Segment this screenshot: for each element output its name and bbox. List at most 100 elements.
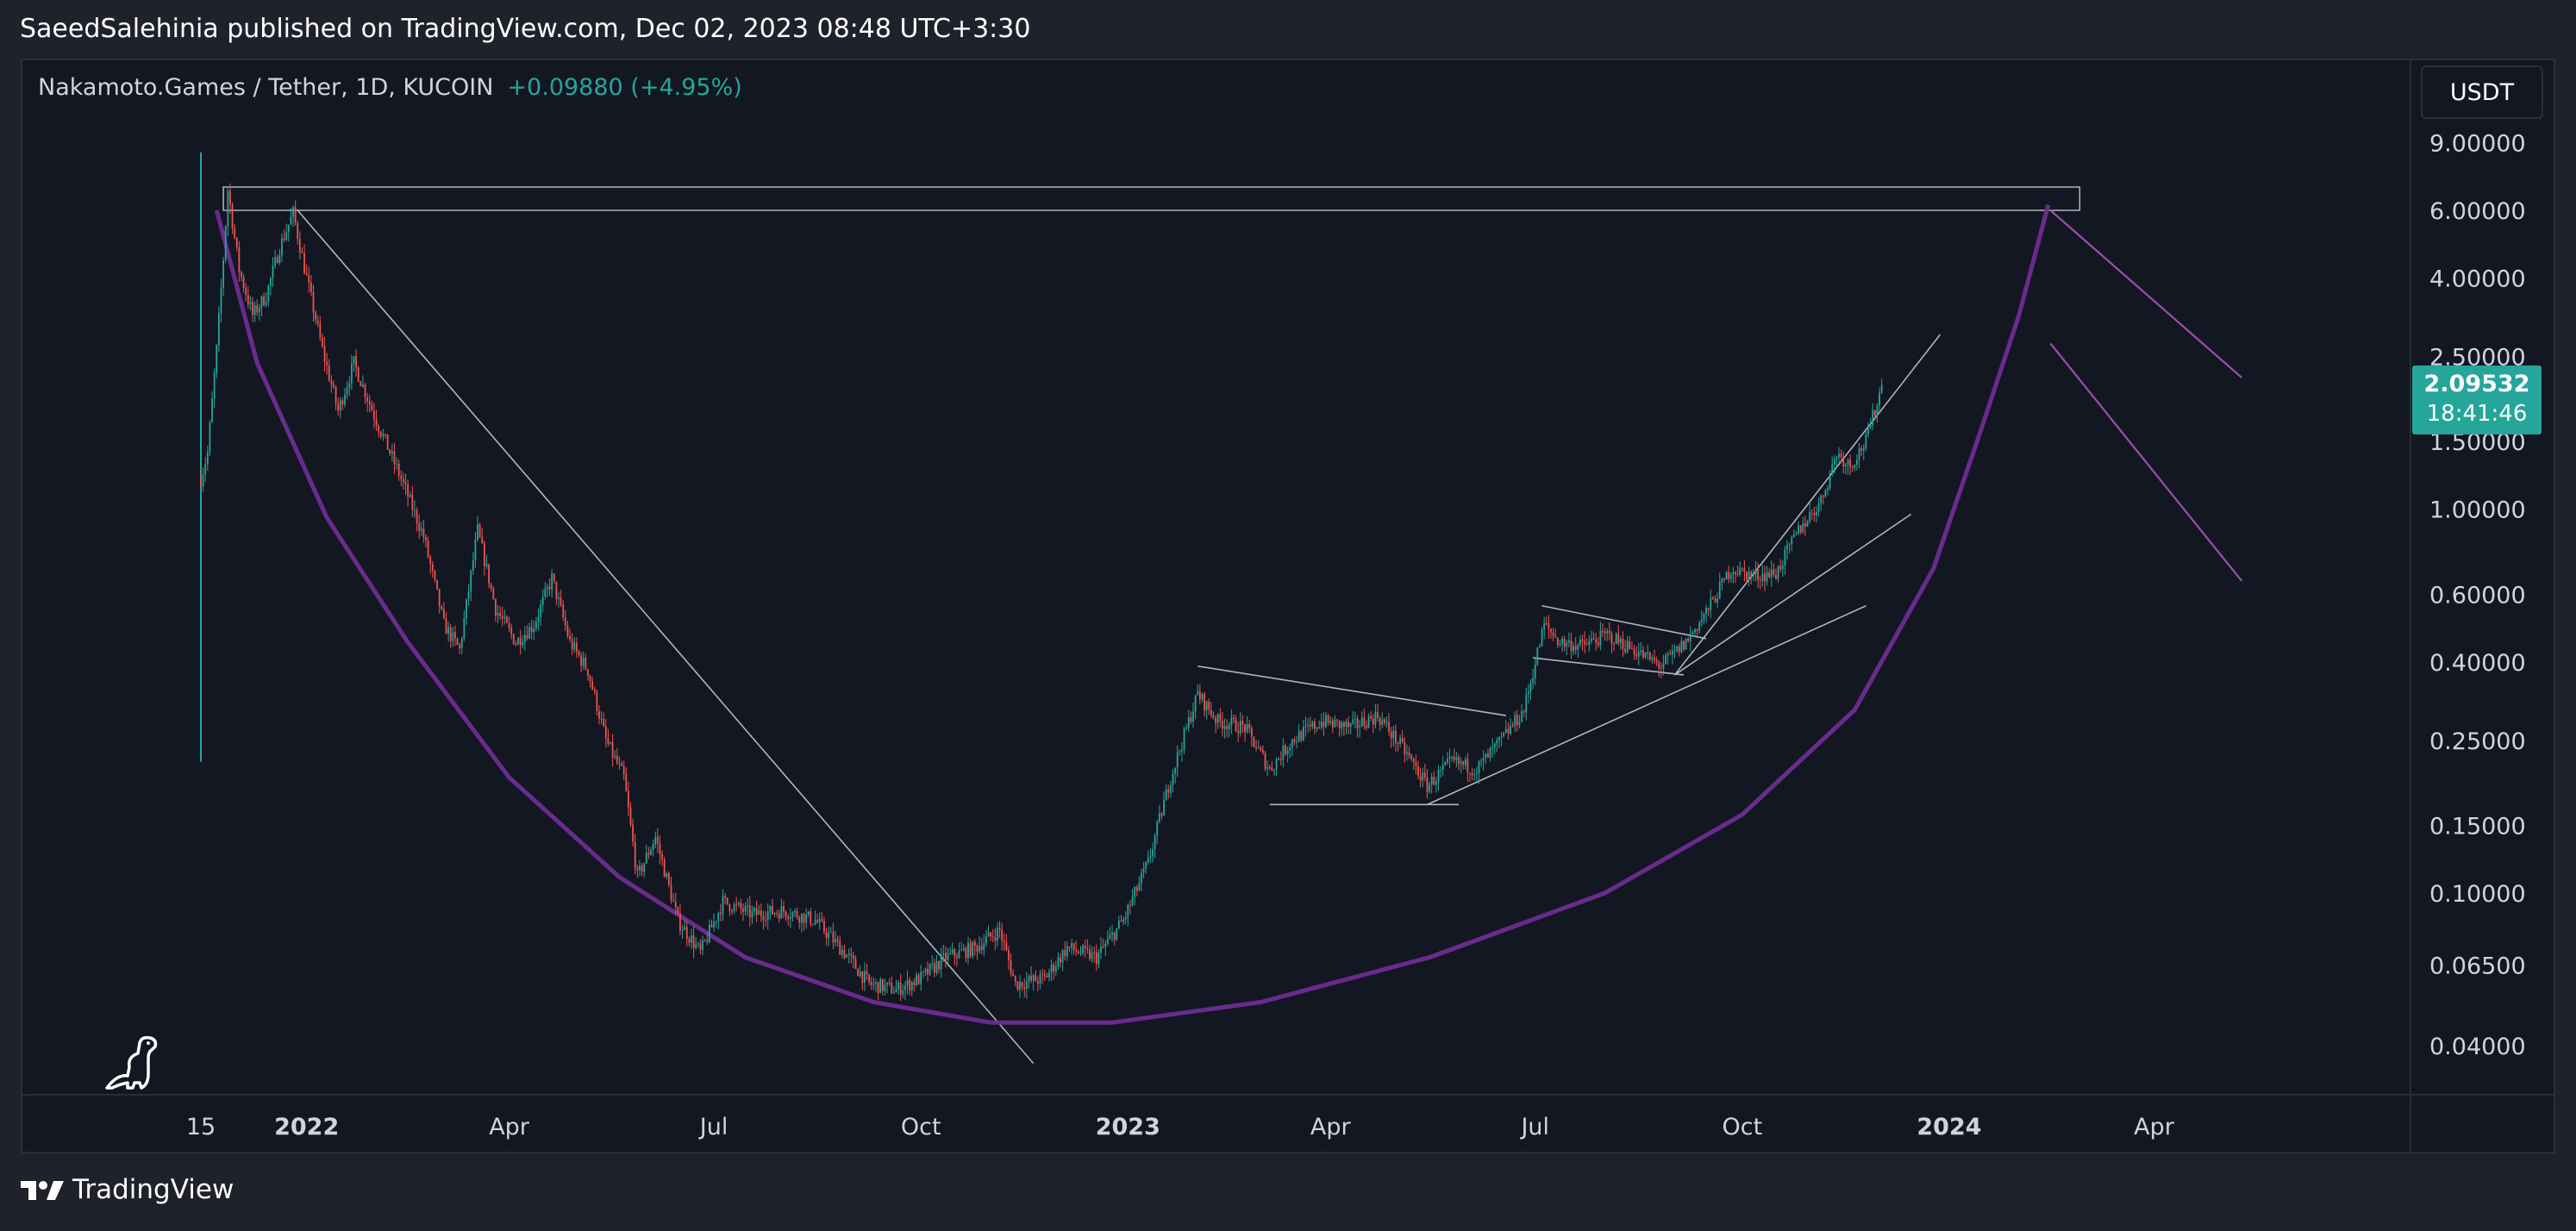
candle-body: [897, 982, 899, 990]
target-line-lower: [2049, 342, 2243, 582]
candle-body: [1314, 722, 1316, 729]
candle-body: [1331, 721, 1334, 728]
brand-footer[interactable]: TradingView: [19, 1174, 234, 1205]
candle-body: [1032, 975, 1035, 981]
candle: [460, 636, 463, 655]
candle-body: [628, 790, 629, 808]
candle-body: [294, 207, 297, 223]
candle: [699, 939, 702, 955]
candle: [530, 619, 533, 640]
candle-body: [604, 726, 607, 739]
candle: [803, 912, 805, 931]
candle-body: [1678, 646, 1680, 653]
candle-body: [956, 956, 958, 959]
candle: [456, 637, 459, 646]
candle-body: [888, 982, 891, 984]
candle-body: [1345, 722, 1347, 728]
candle: [1567, 632, 1570, 647]
candle: [780, 898, 783, 920]
candle-body: [463, 617, 466, 639]
candle-body: [1487, 753, 1489, 758]
candle-body: [309, 282, 312, 292]
candle-body: [272, 266, 274, 278]
candle: [474, 532, 477, 568]
candle-body: [1053, 965, 1055, 972]
candle-body: [492, 588, 495, 600]
candle: [294, 200, 297, 226]
candle: [211, 391, 213, 423]
candle: [1377, 703, 1379, 722]
candle: [737, 901, 740, 908]
bar-countdown: 18:41:46: [2426, 401, 2528, 427]
candle: [1255, 740, 1257, 752]
candle-body: [1831, 464, 1834, 473]
candle: [1435, 777, 1437, 793]
candle-body: [841, 949, 843, 955]
candle-body: [1736, 573, 1739, 575]
candle: [1241, 715, 1244, 734]
candle: [200, 469, 202, 490]
candle-body: [1219, 714, 1222, 722]
candle: [659, 834, 661, 865]
candle: [1303, 719, 1304, 742]
candle: [778, 909, 780, 923]
candle-body: [940, 954, 942, 970]
candle-body: [884, 984, 886, 991]
candle: [751, 905, 753, 924]
candle: [744, 902, 747, 916]
candle-body: [659, 843, 661, 854]
candle-body: [1604, 632, 1606, 634]
candle: [589, 674, 591, 688]
candle: [1397, 740, 1399, 752]
candle: [497, 604, 499, 623]
candle-body: [1654, 658, 1655, 660]
candle: [512, 633, 515, 646]
candle: [1212, 711, 1215, 720]
candle: [378, 423, 380, 438]
candle-body: [389, 449, 391, 454]
candle: [987, 925, 990, 937]
candle-body: [672, 900, 674, 902]
candle-body: [1100, 947, 1102, 953]
currency-button[interactable]: USDT: [2421, 66, 2543, 119]
candle: [1453, 748, 1455, 764]
candle-body: [972, 941, 974, 957]
candle-body: [1275, 759, 1278, 770]
candle-body: [710, 924, 713, 928]
candle-body: [967, 942, 969, 959]
candle-body: [1082, 946, 1085, 953]
candle-body: [1342, 722, 1345, 728]
candle: [1676, 645, 1679, 653]
candle: [1138, 876, 1141, 892]
candle: [1626, 635, 1629, 654]
candle: [227, 187, 229, 236]
flag-top-line: [1541, 604, 1707, 640]
candle: [344, 388, 346, 408]
symbol-legend[interactable]: Nakamoto.Games / Tether, 1D, KUCOIN +0.09…: [38, 74, 742, 101]
candle: [1239, 711, 1241, 737]
candle: [459, 642, 461, 654]
candle-body: [1145, 862, 1147, 869]
drawings-layer: [200, 152, 2243, 1065]
candle-body: [560, 597, 562, 605]
candle: [1412, 757, 1415, 770]
candle: [639, 859, 641, 877]
candle: [1109, 927, 1111, 940]
candle: [1489, 746, 1491, 762]
candle: [213, 368, 216, 409]
candle-body: [1585, 644, 1588, 646]
candle: [800, 913, 803, 933]
candle: [578, 649, 580, 658]
candle: [969, 938, 972, 959]
candle-body: [726, 897, 728, 904]
candle: [1529, 679, 1532, 700]
candle-body: [1120, 921, 1122, 922]
candle: [1135, 884, 1138, 897]
candle-body: [928, 964, 931, 975]
candle: [1142, 861, 1145, 879]
candle: [1141, 868, 1142, 891]
candle-body: [1849, 459, 1852, 467]
chart-pane[interactable]: [21, 59, 2555, 1153]
candle-body: [1194, 695, 1197, 712]
